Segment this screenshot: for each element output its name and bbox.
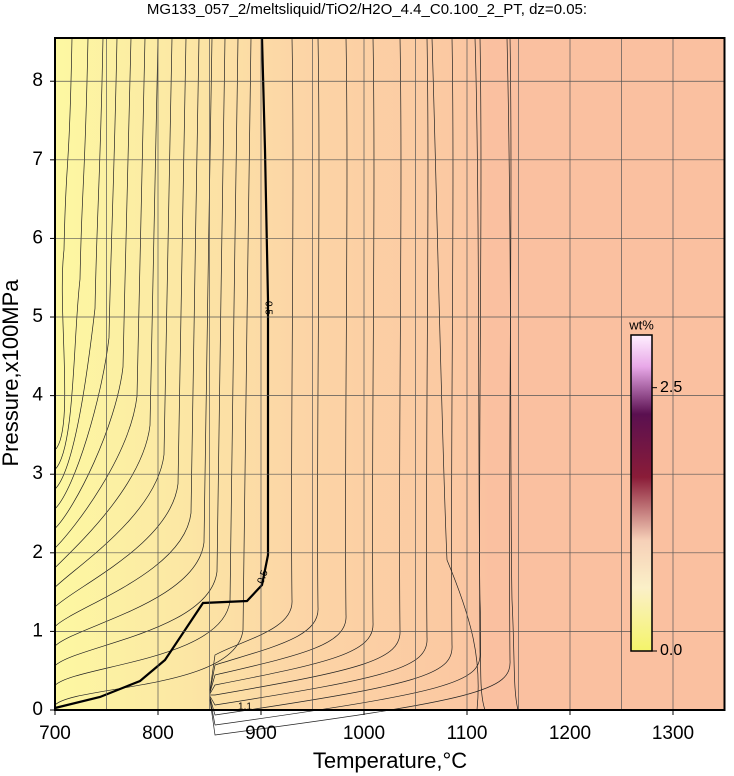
contour-line bbox=[209, 37, 294, 691]
x-tick-label: 1100 bbox=[447, 723, 488, 744]
chart-title: MG133_057_2/meltsliquid/TiO2/H2O_4.4_C0.… bbox=[147, 1, 587, 18]
contour-line bbox=[209, 37, 454, 716]
x-tick-label: 700 bbox=[39, 723, 71, 744]
y-tick-label: 7 bbox=[32, 149, 43, 170]
contour-line bbox=[54, 37, 73, 451]
contour-line bbox=[54, 37, 239, 686]
contour-line bbox=[209, 37, 320, 692]
contour-line bbox=[54, 37, 159, 568]
colorbar-tick-label: 2.5 bbox=[660, 379, 682, 396]
x-tick-label: 1300 bbox=[652, 723, 694, 744]
y-tick-label: 8 bbox=[32, 70, 43, 91]
background bbox=[55, 38, 725, 710]
contours bbox=[54, 37, 519, 736]
x-tick-label: 1000 bbox=[343, 723, 385, 744]
y-tick-label: 3 bbox=[32, 463, 43, 484]
x-tick-label: 1200 bbox=[549, 723, 591, 744]
contour-line bbox=[54, 37, 89, 470]
y-axis-label: Pressure,x100MPa bbox=[0, 279, 23, 467]
x-tick-label: 900 bbox=[245, 723, 277, 744]
contour-line bbox=[209, 37, 512, 736]
y-tick-label: 2 bbox=[32, 542, 43, 563]
contour-line bbox=[209, 37, 348, 693]
contour-line bbox=[54, 37, 252, 706]
x-axis-label: Temperature,°C bbox=[313, 748, 467, 773]
contour-line bbox=[54, 37, 173, 588]
contour-main bbox=[54, 37, 270, 710]
contour-line bbox=[54, 37, 226, 667]
contour-line bbox=[54, 37, 146, 549]
y-tick-label: 1 bbox=[32, 620, 43, 641]
contour-line bbox=[506, 37, 519, 711]
y-tick-label: 4 bbox=[32, 385, 43, 406]
contour-label: 0.5 bbox=[262, 301, 273, 315]
colorbar bbox=[630, 334, 653, 652]
y-tick-label: 0 bbox=[32, 699, 43, 720]
contour-line bbox=[431, 37, 479, 711]
contour-label: 1.1 bbox=[238, 702, 252, 713]
contour-line bbox=[54, 37, 187, 608]
y-tick-label: 5 bbox=[32, 306, 43, 327]
contour-label: 0.5 bbox=[256, 568, 271, 585]
contour-line bbox=[209, 37, 482, 726]
colorbar-tick-label: 0.0 bbox=[660, 642, 682, 659]
plot-frame bbox=[54, 37, 726, 711]
contour-line bbox=[54, 37, 118, 510]
x-tick-label: 800 bbox=[142, 723, 174, 744]
contour-line bbox=[210, 37, 402, 696]
contour-line bbox=[54, 37, 104, 490]
contour-line bbox=[209, 37, 375, 694]
contour-line bbox=[54, 37, 132, 529]
colorbar-title: wt% bbox=[628, 317, 654, 332]
contour-line bbox=[209, 37, 429, 706]
y-tick-label: 6 bbox=[32, 227, 43, 248]
contour-line bbox=[474, 37, 486, 711]
